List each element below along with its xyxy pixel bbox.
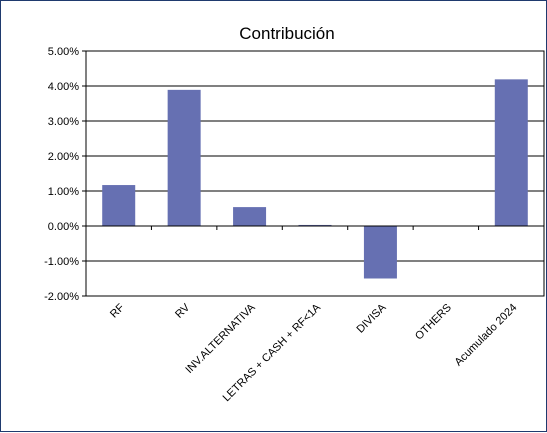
x-category-label: DIVISA xyxy=(355,301,389,335)
plot-area xyxy=(85,50,545,297)
bar xyxy=(298,224,332,226)
x-category-label: INV.ALTERNATIVA xyxy=(183,301,258,376)
y-tick-label: 1.00% xyxy=(48,186,79,198)
y-tick-label: -1.00% xyxy=(44,256,79,268)
x-category-label: RF xyxy=(108,301,127,320)
y-tick-labels: 5.00% 4.00% 3.00% 2.00% 1.00% 0.00% -1.00% -2.0… xyxy=(44,46,79,303)
bar xyxy=(494,79,528,226)
axes xyxy=(82,50,545,297)
bar xyxy=(167,89,201,226)
chart-title: Contribución xyxy=(239,24,334,43)
y-tick-label: 4.00% xyxy=(48,81,79,93)
y-tick-label: 2.00% xyxy=(48,151,79,163)
bar xyxy=(363,226,397,279)
bars xyxy=(102,79,528,279)
x-category-label: RV xyxy=(173,301,193,321)
y-tick-label: 3.00% xyxy=(48,116,79,128)
y-tick-label: -2.00% xyxy=(44,291,79,303)
bar xyxy=(233,207,267,226)
y-tick-label: 5.00% xyxy=(48,46,79,58)
x-category-label: Acumulado 2024 xyxy=(453,302,520,369)
bar xyxy=(102,185,136,226)
gridlines xyxy=(86,85,544,262)
y-tick-label: 0.00% xyxy=(48,221,79,233)
x-category-label: OTHERS xyxy=(413,302,454,343)
